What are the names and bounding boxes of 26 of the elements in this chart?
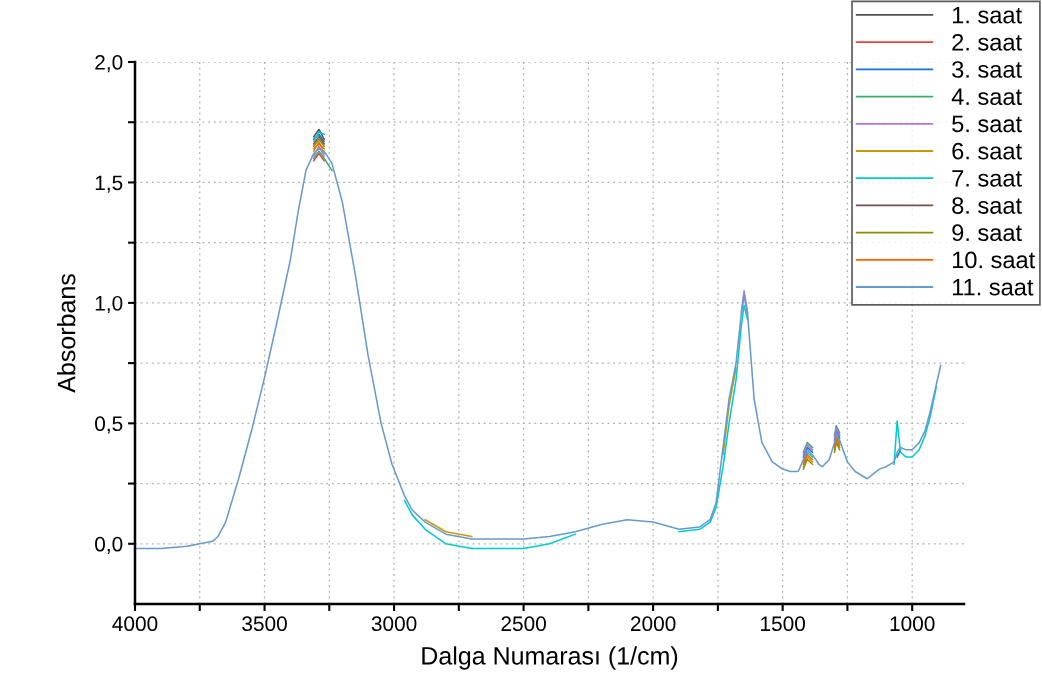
legend-label: 2. saat	[952, 33, 1022, 51]
x-axis-title: Dalga Numarası (1/cm)	[422, 646, 678, 670]
y-tick-label: 0,5	[95, 416, 123, 434]
legend-label: 4. saat	[951, 88, 1022, 106]
x-tick-label: 2500	[501, 616, 546, 632]
legend-label: 10. saat	[952, 251, 1036, 269]
y-tick-label: 1,5	[95, 175, 123, 193]
legend-label: 3. saat	[952, 61, 1022, 78]
legend-label: 11. saat	[952, 279, 1034, 296]
legend-label: 6. saat	[952, 142, 1022, 160]
y-axis-title: Absorbans	[57, 274, 76, 393]
legend-label: 1. saat	[952, 6, 1022, 24]
y-tick-label: 2,0	[95, 55, 123, 73]
legend-label: 7. saat	[952, 170, 1022, 187]
y-tick-label: 1,0	[95, 295, 123, 314]
y-tick-label: 0,0	[95, 536, 123, 554]
x-tick-label: 2000	[631, 616, 676, 632]
legend-label: 8. saat	[952, 197, 1022, 214]
x-tick-label: 1000	[890, 616, 935, 632]
x-tick-label: 1500	[761, 616, 806, 632]
x-tick-label: 3000	[371, 616, 417, 632]
x-tick-label: 4000	[112, 616, 158, 632]
legend-label: 5. saat	[952, 115, 1022, 133]
line-series	[135, 147, 942, 550]
legend-label: 9. saat	[952, 224, 1022, 242]
x-tick-label: 3500	[242, 616, 287, 632]
